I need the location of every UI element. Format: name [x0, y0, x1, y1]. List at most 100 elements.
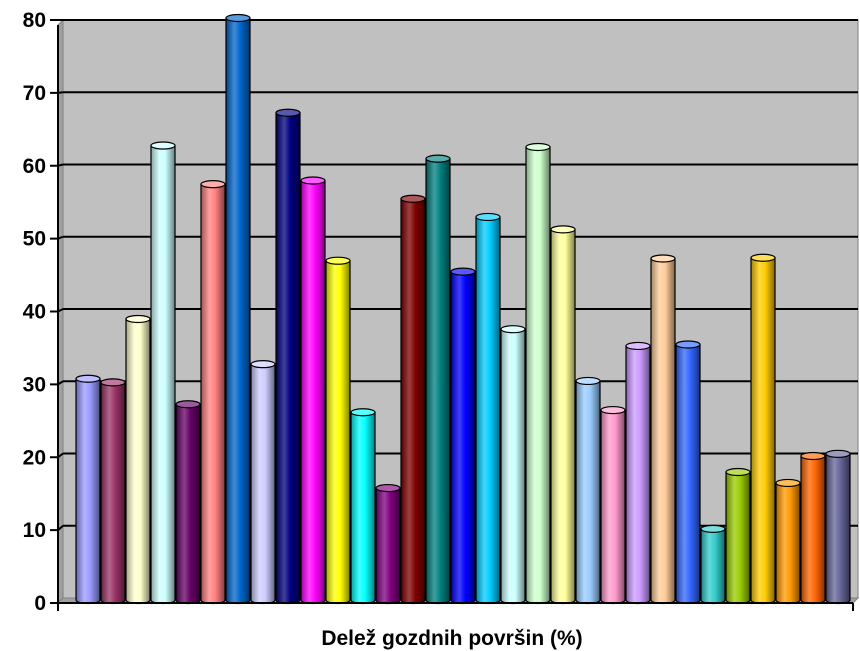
bar-body: [725, 471, 751, 605]
bar-body: [500, 328, 526, 605]
bar-top: [375, 483, 401, 493]
bar-body: [400, 198, 426, 605]
bar-body: [650, 257, 676, 605]
bar-body: [75, 378, 101, 605]
bar: [300, 176, 326, 605]
bar-body: [450, 271, 476, 605]
bar: [600, 405, 626, 605]
bar: [350, 408, 376, 605]
bar-body: [750, 257, 776, 605]
bar-body: [475, 216, 501, 605]
bar-body: [550, 228, 576, 605]
bar-top: [700, 524, 726, 533]
bar-top: [200, 180, 226, 189]
y-tick-label: 20: [23, 446, 46, 469]
bar: [500, 325, 526, 605]
bar-body: [350, 411, 376, 605]
bar-top: [100, 378, 126, 387]
bar: [450, 267, 476, 605]
bar-top: [425, 154, 451, 163]
bar-top: [575, 376, 601, 386]
bar-body: [325, 260, 351, 605]
bars: [75, 13, 851, 605]
bar-top: [400, 194, 426, 203]
bar: [275, 108, 301, 605]
bar-body: [525, 146, 551, 605]
x-axis-title: Delež gozdnih površin (%): [321, 627, 582, 650]
bar-top: [450, 267, 476, 276]
bar-top: [650, 254, 676, 263]
y-tick-labels: 0 10 20 30 40 50 60 70 80: [23, 9, 46, 615]
bar: [525, 142, 551, 605]
bar-top: [325, 256, 351, 265]
bar-top: [75, 374, 101, 383]
bar-top: [500, 325, 526, 334]
bar: [750, 253, 776, 605]
bar: [225, 13, 251, 605]
bar: [125, 314, 151, 605]
bar: [700, 524, 726, 605]
bar-top: [225, 13, 251, 23]
bar-body: [200, 183, 226, 605]
bar: [375, 483, 401, 605]
bar: [250, 360, 276, 605]
bar: [575, 376, 601, 605]
bar: [800, 451, 826, 605]
bar-top: [125, 314, 151, 324]
bar-top: [475, 212, 501, 222]
bar-body: [625, 345, 651, 605]
bar: [175, 400, 201, 605]
bar: [725, 467, 751, 605]
bar-top: [725, 467, 751, 477]
bar: [550, 225, 576, 605]
y-tick-label: 0: [34, 592, 46, 615]
bar-top: [350, 408, 376, 417]
bar-top: [600, 405, 626, 415]
y-tick-label: 30: [23, 373, 46, 396]
bar-top: [625, 341, 651, 351]
y-tick-label: 80: [23, 9, 46, 32]
bar-top: [800, 451, 826, 461]
bar-top: [750, 253, 776, 262]
y-tick-label: 60: [23, 155, 46, 178]
bar-body: [825, 453, 851, 605]
bar: [100, 378, 126, 605]
bar-body: [775, 482, 801, 605]
bar-body: [800, 455, 826, 605]
y-tick-label: 10: [23, 519, 46, 542]
bar-top: [825, 449, 851, 458]
bar: [200, 180, 226, 605]
bar-body: [675, 343, 701, 605]
bar: [475, 212, 501, 605]
bar-top: [775, 478, 801, 488]
bar-top: [275, 108, 301, 117]
bar-body: [225, 17, 251, 605]
y-tick-label: 40: [23, 301, 46, 324]
bar-body: [275, 112, 301, 605]
bar-body: [250, 363, 276, 605]
bar: [775, 478, 801, 605]
bar-body: [300, 179, 326, 605]
y-tick-label: 50: [23, 228, 46, 251]
bar-body: [575, 380, 601, 605]
bar-top: [300, 176, 326, 185]
bar-top: [250, 360, 276, 369]
bar: [75, 374, 101, 605]
bar-body: [125, 318, 151, 605]
bar-body: [175, 403, 201, 605]
bar: [400, 194, 426, 605]
bar: [825, 449, 851, 605]
y-tick-label: 70: [23, 82, 46, 105]
axes: [57, 25, 854, 611]
bar-top: [175, 400, 201, 409]
bar-body: [375, 487, 401, 605]
bar: [675, 340, 701, 605]
bar: [625, 341, 651, 605]
bar-body: [425, 158, 451, 605]
bar-body: [700, 528, 726, 605]
bar-top: [150, 141, 176, 150]
bar-top: [525, 142, 551, 152]
bar: [150, 141, 176, 605]
